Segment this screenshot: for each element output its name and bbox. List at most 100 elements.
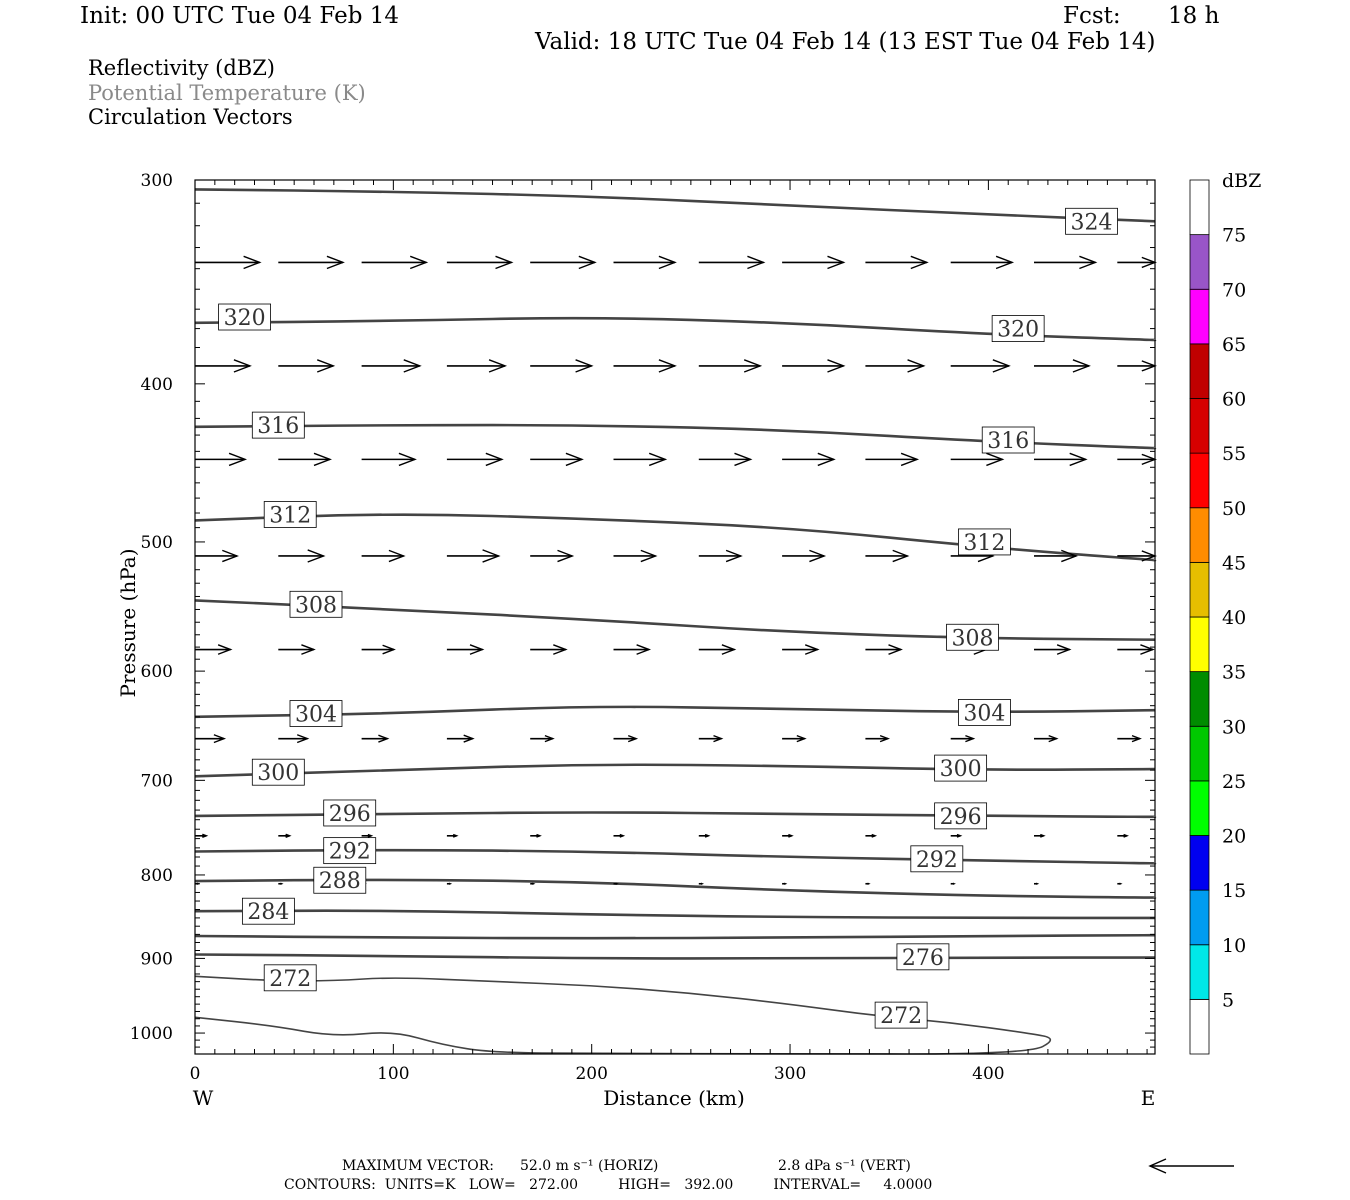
contour-label-box — [241, 897, 295, 925]
vector-head — [804, 644, 820, 655]
contour-label-box — [981, 426, 1035, 454]
max-vector-horiz: 52.0 m s⁻¹ (HORIZ) — [520, 1158, 659, 1174]
contour-label-box — [934, 754, 988, 782]
vector-head — [409, 255, 429, 270]
contour-label-text: 272 — [880, 1004, 922, 1029]
colorbar-swatch — [1189, 944, 1210, 1000]
contour-label-box — [313, 866, 367, 894]
vector-head — [296, 734, 310, 744]
vector-arrow — [446, 644, 485, 655]
vector-head — [788, 833, 794, 838]
vector-arrow — [865, 549, 910, 563]
contour-label-box — [958, 528, 1011, 556]
vector-head — [565, 452, 584, 467]
vector-head — [1072, 359, 1091, 373]
vector-head — [952, 882, 956, 885]
vector-arrow — [698, 452, 753, 467]
contour-label-276-0: 276 — [896, 943, 950, 971]
colorbar-swatch — [1189, 616, 1210, 673]
contour-label-text: 320 — [224, 306, 266, 331]
vector-arrow — [446, 549, 501, 563]
contour-label-text: 284 — [247, 900, 289, 925]
colorbar-swatch — [1189, 889, 1210, 946]
vector-arrow — [278, 549, 326, 563]
contour-label-box — [218, 303, 271, 331]
y-axis-title: Pressure (hPa) — [116, 549, 140, 698]
contour-labels: 324 320 320 316 316 312 312 308 308 304 304 300 300 2… — [218, 207, 1118, 1029]
axis-ticks: 0 100 200 300 400 300 400 500 600 700 800 900 1000 — [130, 171, 1155, 1084]
reference-vector-arrow — [1148, 1158, 1234, 1174]
vector-head — [452, 833, 459, 838]
vector-head — [544, 734, 555, 743]
contour-label-284-0: 284 — [241, 897, 295, 925]
vector-arrow — [950, 452, 1005, 467]
contour-label-box — [263, 501, 317, 528]
vector-head — [1048, 734, 1059, 743]
contour-line-292 — [194, 848, 1157, 865]
contour-label-box — [323, 799, 377, 827]
colorbar-level-label: 5 — [1222, 989, 1234, 1011]
vector-head — [743, 359, 763, 373]
vector-head — [1119, 882, 1123, 885]
vector-head — [725, 549, 743, 563]
vector-arrow — [950, 882, 956, 885]
vector-arrow — [782, 255, 846, 270]
vector-arrow — [865, 882, 871, 885]
forecast-label: Fcst: — [1063, 3, 1121, 29]
vector-head — [619, 833, 626, 838]
vector-head — [463, 734, 475, 743]
contour-label-text: 276 — [902, 946, 944, 971]
plot-frame — [194, 179, 1156, 1055]
vector-arrow — [530, 452, 584, 467]
max-vector-label: MAXIMUM VECTOR: — [342, 1158, 494, 1174]
contour-line-276 — [194, 953, 1155, 960]
vector-arrow — [530, 833, 542, 838]
reference-vector-head — [1148, 1158, 1167, 1174]
vector-head — [382, 644, 396, 655]
colorbar-swatch — [1189, 998, 1210, 1055]
vector-arrow — [530, 359, 594, 373]
contour-label-320-1: 320 — [991, 315, 1045, 343]
contour-label-320-0: 320 — [218, 303, 271, 331]
contour-label-box — [934, 802, 988, 830]
vector-head — [1069, 452, 1088, 467]
vector-arrow — [195, 644, 233, 655]
vector-head — [222, 549, 239, 563]
vector-arrow — [530, 549, 575, 563]
contour-label-box — [251, 758, 305, 786]
contour-line-300 — [194, 763, 1156, 778]
vector-arrow — [361, 549, 406, 563]
vector-arrow — [950, 734, 976, 743]
contour-line-280 — [194, 933, 1156, 940]
vector-arrow — [865, 359, 926, 373]
vector-head — [704, 833, 711, 838]
contour-label-text: 320 — [997, 318, 1039, 343]
vector-arrow — [698, 359, 763, 373]
vector-arrow — [613, 882, 619, 885]
contour-label-box — [1065, 207, 1118, 235]
vector-arrow — [1034, 882, 1040, 885]
vector-head — [1035, 882, 1040, 885]
vector-head — [1131, 734, 1142, 743]
contour-label-316-1: 316 — [981, 426, 1035, 454]
vector-arrow — [865, 644, 903, 655]
field-label-potential-temperature: Potential Temperature (K) — [88, 81, 366, 105]
vector-head — [992, 359, 1011, 373]
vector-arrow — [613, 734, 639, 743]
vector-arrow — [698, 644, 737, 655]
vector-head — [202, 833, 209, 838]
colorbar-swatch — [1189, 835, 1210, 891]
vector-arrow — [782, 452, 836, 467]
vector-head — [403, 359, 422, 373]
y-tick-label: 300 — [141, 171, 173, 191]
vector-arrow — [613, 549, 658, 563]
vector-arrow — [782, 644, 820, 655]
vector-arrow — [613, 255, 677, 270]
vector-arrow — [613, 359, 677, 373]
vector-arrow — [278, 882, 284, 885]
colorbar-level-label: 25 — [1222, 771, 1246, 793]
contour-line-324 — [194, 188, 1157, 223]
contour-label-296-1: 296 — [934, 802, 988, 830]
max-vector-vert: 2.8 dPa s⁻¹ (VERT) — [778, 1158, 911, 1174]
